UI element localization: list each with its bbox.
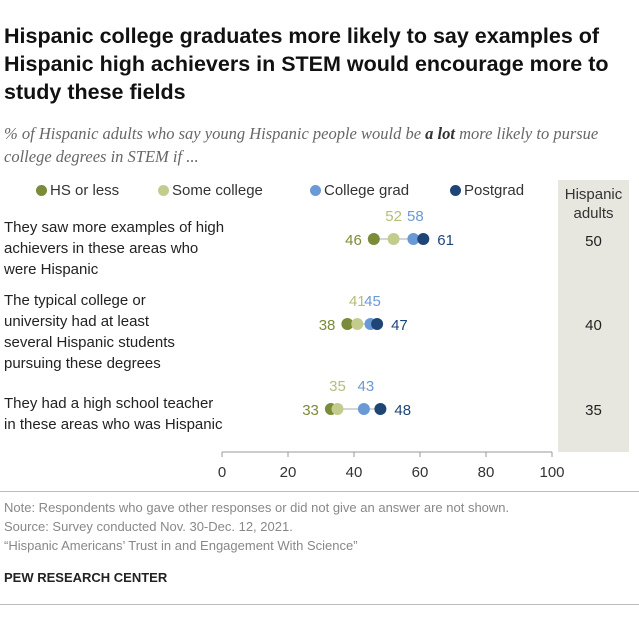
data-point [371, 318, 384, 330]
legend-item-postgrad: Postgrad [450, 182, 524, 199]
data-label: 46 [345, 232, 362, 249]
data-point [351, 318, 364, 330]
hispanic-adults-value: 40 [585, 317, 602, 334]
data-point [341, 318, 354, 330]
row-label-line: They saw more examples of high [4, 219, 225, 236]
data-label: 33 [302, 402, 319, 419]
data-point [417, 233, 430, 245]
subtitle-post: more likely to pursue college degrees in… [4, 124, 599, 166]
data-point [387, 233, 400, 245]
row-label-high-achievers: They saw more examples of high achievers… [4, 217, 264, 280]
data-label: 52 [385, 208, 402, 225]
side-header-line1: Hispanic [564, 186, 623, 203]
hispanic-adults-value: 50 [585, 233, 602, 250]
legend-dot-icon [450, 185, 461, 196]
x-tick-label: 100 [539, 464, 564, 481]
data-point [374, 403, 387, 415]
subtitle-bold: a lot [425, 124, 455, 143]
pew-logo-text: PEW RESEARCH CENTER [4, 570, 168, 585]
row-label-line: university had at least [4, 313, 150, 330]
data-label: 47 [391, 317, 408, 334]
x-tick-label: 20 [280, 464, 297, 481]
data-label: 41 [349, 293, 366, 310]
side-header-line2: adults [573, 205, 614, 222]
hispanic-adults-header: Hispanic adults [558, 185, 629, 223]
legend-label: HS or less [50, 182, 120, 199]
data-label: 61 [437, 232, 454, 249]
data-label: 58 [407, 208, 424, 225]
footer-source: Source: Survey conducted Nov. 30-Dec. 12… [4, 519, 293, 534]
legend-item-hs-or-less: HS or less [36, 182, 119, 199]
legend-dot-icon [310, 185, 321, 196]
legend-dot-icon [158, 185, 169, 196]
row-label-line: achievers in these areas who [4, 240, 199, 257]
legend-label: College grad [324, 182, 410, 199]
hispanic-adults-panel: Hispanic adults 50 40 35 [558, 180, 629, 452]
legend-label: Some college [172, 182, 263, 199]
row-label-line: several Hispanic students [4, 334, 175, 351]
row-label-line: The typical college or [4, 292, 146, 309]
data-point [407, 233, 420, 245]
legend-item-some-college: Some college [158, 182, 263, 199]
legend: HS or less Some college College grad Pos… [0, 182, 560, 204]
row-label-hispanic-students: The typical college or university had at… [4, 290, 264, 374]
x-tick-label: 80 [478, 464, 495, 481]
subtitle-pre: % of Hispanic adults who say young Hispa… [4, 124, 426, 143]
legend-label: Postgrad [464, 182, 525, 199]
chart-subtitle: % of Hispanic adults who say young Hispa… [4, 122, 629, 168]
row-label-hispanic-teacher: They had a high school teacher in these … [4, 393, 264, 435]
x-tick-label: 0 [218, 464, 226, 481]
bottom-divider [0, 604, 639, 605]
data-label: 48 [394, 402, 411, 419]
data-point [357, 403, 370, 415]
row-label-line: pursuing these degrees [4, 355, 161, 372]
footer-divider [0, 491, 639, 492]
data-label: 35 [329, 378, 346, 395]
row-label-line: were Hispanic [4, 261, 99, 278]
data-point [367, 233, 380, 245]
footer-report: “Hispanic Americans’ Trust in and Engage… [4, 538, 358, 553]
data-point [331, 403, 344, 415]
data-label: 38 [319, 317, 336, 334]
x-tick-label: 40 [346, 464, 363, 481]
footer-note: Note: Respondents who gave other respons… [4, 500, 510, 515]
legend-item-college-grad: College grad [310, 182, 409, 199]
chart-title: Hispanic college graduates more likely t… [4, 24, 609, 104]
legend-dot-icon [36, 185, 47, 196]
data-label: 45 [364, 293, 381, 310]
row-label-line: They had a high school teacher [4, 395, 214, 412]
data-label: 43 [358, 378, 375, 395]
row-label-line: in these areas who was Hispanic [4, 416, 223, 433]
x-tick-label: 60 [412, 464, 429, 481]
hispanic-adults-value: 35 [585, 402, 602, 419]
